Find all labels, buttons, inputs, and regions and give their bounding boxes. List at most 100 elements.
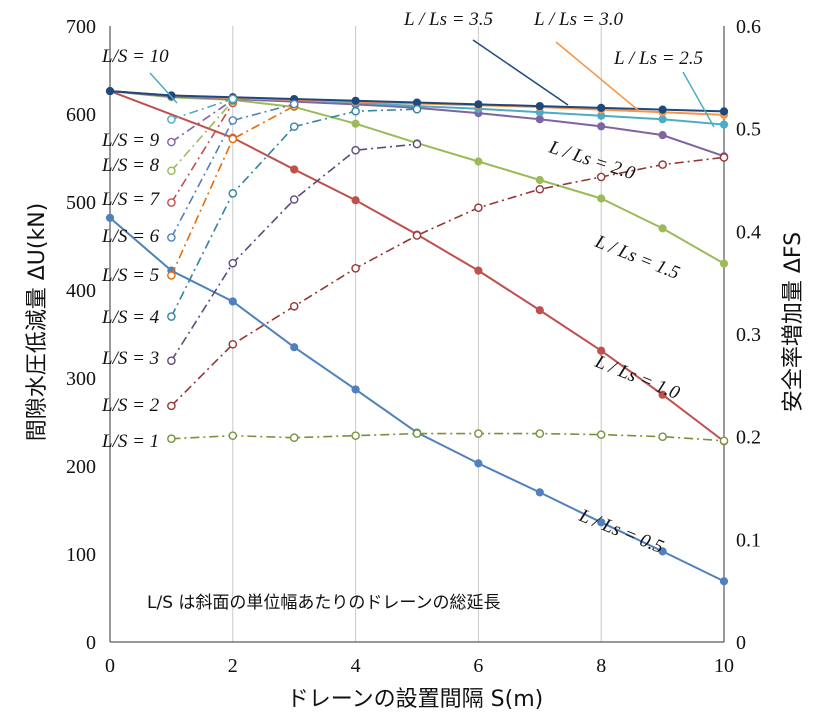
x-tick-label: 8 — [596, 655, 606, 677]
y-right-tick-label: 0 — [736, 632, 746, 654]
series-ls-label: L / Ls = 3.5 — [403, 9, 493, 30]
series-ls-point — [719, 259, 729, 268]
series-ls-ratio-point — [535, 429, 545, 438]
series-ls-point — [535, 488, 544, 497]
series-ls-label: L / Ls = 2.0 — [546, 136, 639, 184]
y-left-tick-label: 300 — [66, 368, 96, 390]
series-ls-point — [719, 107, 729, 116]
series-ls-ratio-point — [167, 271, 176, 280]
series-ls-ratio-line-7 — [170, 100, 234, 172]
series-ls-ratio-point — [167, 115, 176, 124]
series-ls-ratio-line-9 — [171, 98, 234, 121]
x-tick-label: 4 — [351, 655, 361, 677]
series-ls-ratio-point — [167, 166, 176, 176]
series-ls-ratio-point — [412, 104, 422, 114]
y-left-tick-label: 0 — [86, 632, 96, 654]
connector-ls-3-0 — [555, 41, 639, 111]
series-ls-point — [290, 343, 299, 352]
y-right-tick-label: 0.5 — [736, 119, 761, 141]
series-ls-point — [535, 175, 544, 185]
series-ls-ratio-point — [412, 429, 422, 438]
series-ls-ratio-line-8 — [170, 99, 234, 143]
series-ls-ratio-point — [167, 312, 176, 321]
series-ls-ratio-point — [167, 434, 176, 444]
series-ls-point — [597, 103, 606, 112]
series-ls-point — [658, 131, 667, 140]
series-ls-point — [658, 390, 667, 399]
series-ls-ratio-label: L/S = 7 — [101, 189, 161, 210]
series-ls-line-1 — [109, 90, 725, 443]
series-ls-point — [597, 518, 606, 527]
y-axis-left-label: 間隙水圧低減量 ΔU(kN) — [25, 203, 50, 442]
series-ls-point — [535, 306, 544, 315]
series-ls-ratio-point — [167, 356, 176, 365]
series-ls-point — [597, 346, 606, 355]
series-ls-ratio-point — [228, 94, 238, 104]
series-ls-point — [658, 224, 667, 233]
y-right-tick-label: 0.6 — [736, 16, 761, 38]
series-ls-ratio-point — [289, 433, 299, 442]
y-right-tick-label: 0.4 — [736, 221, 761, 243]
connector-ls-2-5 — [682, 71, 715, 128]
series-ls-ratio-line-4 — [170, 105, 295, 276]
series-ls-label: L / Ls = 3.0 — [533, 9, 624, 30]
series-ls-ratio-label: L/S = 5 — [101, 265, 159, 286]
y-left-tick-label: 700 — [66, 16, 96, 38]
series-ls-ratio-label: L/S = 8 — [101, 155, 160, 176]
series-ls-point — [351, 385, 360, 394]
series-ls-ratio-label: L/S = 10 — [101, 46, 169, 67]
series-ls-point — [597, 122, 606, 131]
series-ls-point — [474, 266, 483, 275]
x-tick-label: 0 — [105, 655, 115, 677]
series-ls-point — [105, 213, 115, 222]
series-ls-ratio-point — [289, 195, 299, 204]
series-ls-ratio-line-5 — [170, 103, 295, 238]
axes-layer: 0 2 4 6 8 10010020030040050060070000.10.20.30… — [66, 16, 761, 677]
series-ls-ratio-point — [596, 172, 606, 182]
series-ls-ratio-point — [719, 436, 729, 446]
connector-ls-3-5 — [472, 39, 569, 106]
series-ls-ratio-label: L/S = 2 — [101, 395, 160, 416]
series-ls-point — [658, 105, 667, 114]
series-ls-ratio-line-1 — [170, 156, 725, 407]
y-left-tick-label: 200 — [66, 456, 96, 478]
series-ls-point — [351, 196, 360, 205]
series-ls-ratio-point — [596, 430, 606, 439]
series-ls-label: L / Ls = 0.5 — [575, 505, 666, 558]
series-ls-ratio-point — [228, 431, 238, 440]
series-ls-ratio-point — [228, 134, 238, 144]
series-ls-label: L / Ls = 1.5 — [591, 231, 682, 284]
series-ls-ratio-point — [412, 139, 422, 149]
series-ls-ratio-point — [412, 231, 422, 240]
series-ls-point — [658, 547, 667, 556]
y-left-tick-label: 400 — [66, 280, 96, 302]
series-ls-ratio-point — [167, 198, 176, 207]
series-ls-ratio-point — [289, 99, 299, 109]
series-ls-ratio-point — [228, 189, 238, 198]
series-ls-ratio-point — [474, 429, 483, 438]
series-ls-ratio-point — [167, 401, 176, 411]
series-ls-point — [105, 87, 115, 96]
y-right-tick-label: 0.2 — [736, 427, 761, 449]
x-tick-label: 2 — [228, 655, 238, 677]
series-ls-point — [290, 165, 299, 174]
series-ls-ratio-label: L/S = 6 — [101, 226, 160, 247]
series-ls-point — [597, 194, 606, 203]
y-right-tick-label: 0.1 — [736, 529, 761, 551]
series-ls-point — [535, 101, 544, 111]
series-ls-ratio-point — [167, 233, 176, 242]
series-ls-ratio-point — [474, 203, 483, 213]
series-layer — [105, 87, 729, 586]
series-ls-ratio-line-0 — [171, 432, 725, 442]
x-tick-label: 6 — [473, 655, 483, 677]
series-ls-point — [351, 96, 360, 105]
series-ls-ratio-point — [228, 339, 238, 349]
series-ls-ratio-point — [289, 301, 299, 311]
series-ls-point — [719, 120, 729, 129]
series-ls-ratio-label: L/S = 1 — [101, 431, 159, 452]
y-right-tick-label: 0.3 — [736, 324, 761, 346]
series-ls-ratio-point — [351, 431, 360, 440]
series-ls-label: L / Ls = 2.5 — [613, 48, 703, 69]
series-ls-ratio-label: L/S = 9 — [101, 130, 160, 151]
